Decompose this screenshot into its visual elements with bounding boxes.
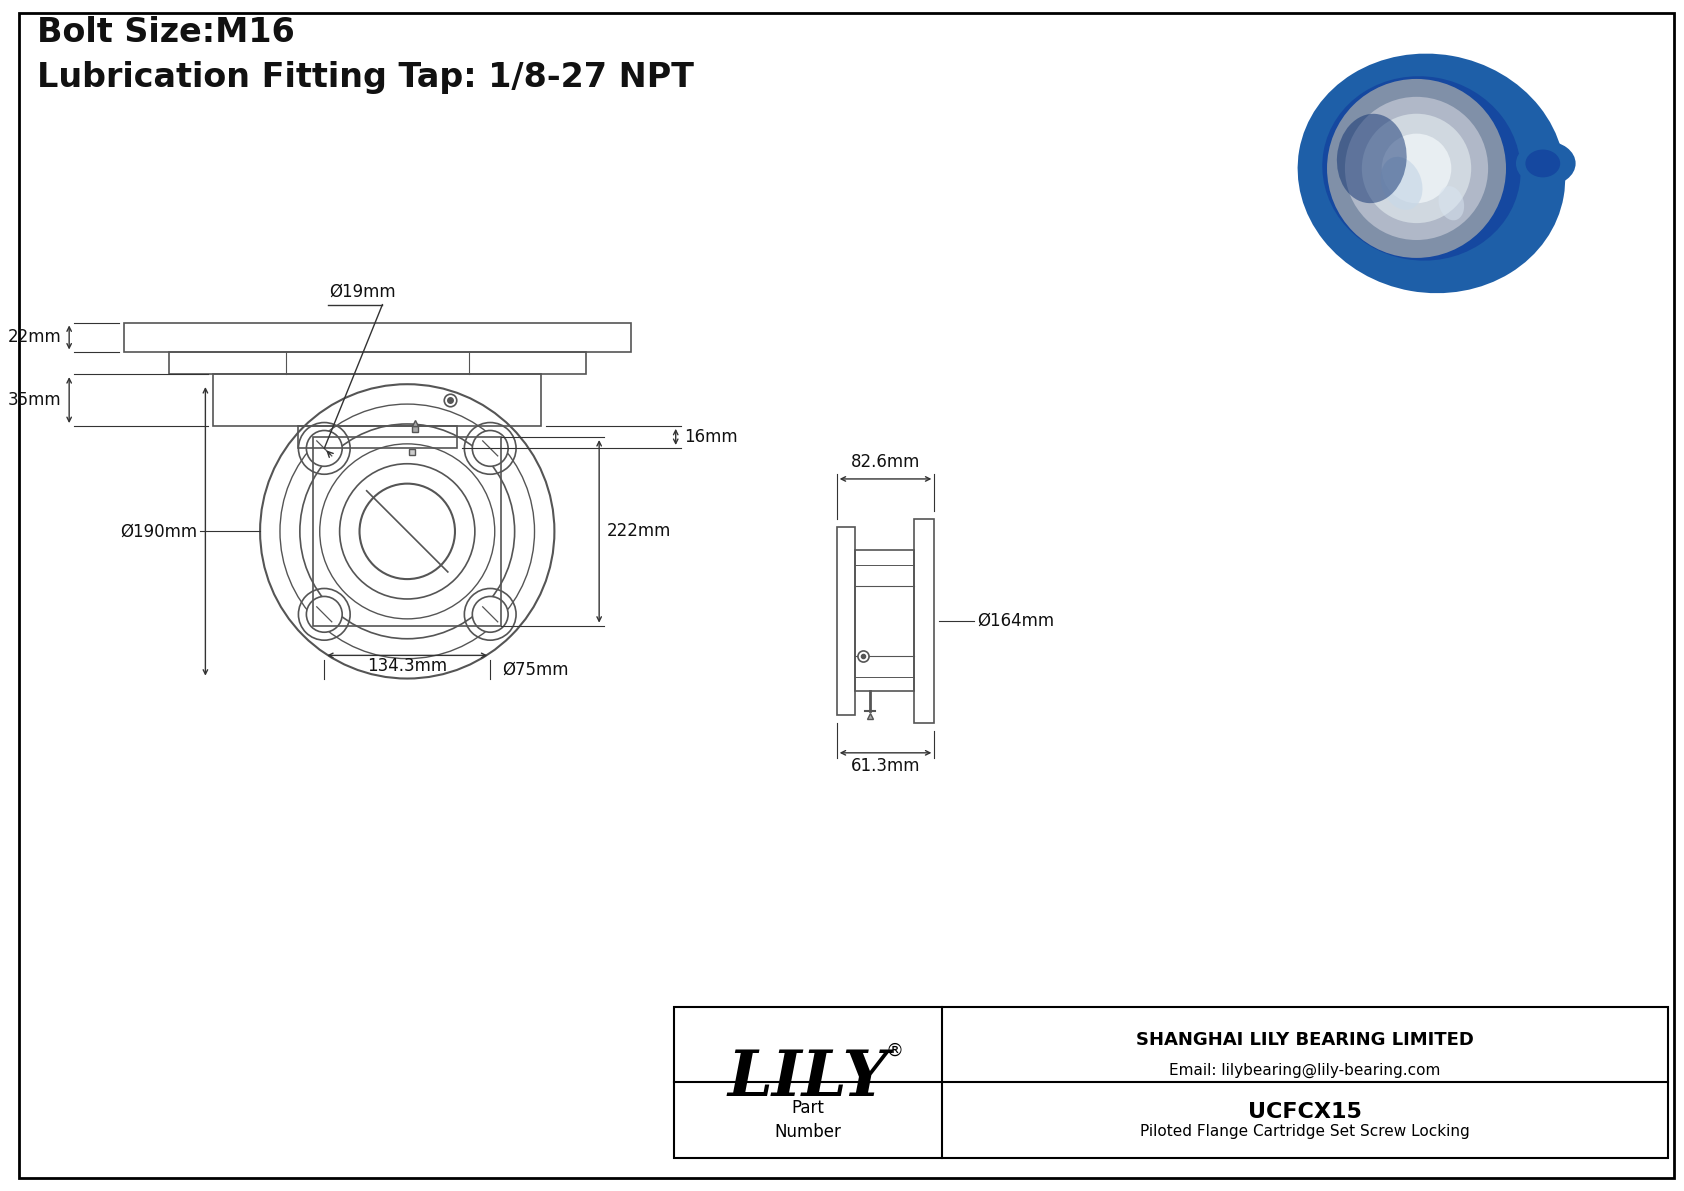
Ellipse shape	[1516, 141, 1576, 186]
Text: LILY: LILY	[727, 1048, 889, 1110]
Text: 222mm: 222mm	[608, 523, 672, 541]
Bar	[855, 550, 914, 692]
Bar	[914, 519, 935, 723]
Text: ®: ®	[886, 1041, 904, 1060]
Text: UCFCX15: UCFCX15	[1248, 1102, 1362, 1122]
Bar	[298, 426, 456, 448]
Text: 16mm: 16mm	[684, 428, 738, 445]
Bar	[837, 526, 855, 715]
Text: SHANGHAI LILY BEARING LIMITED: SHANGHAI LILY BEARING LIMITED	[1137, 1031, 1474, 1049]
Ellipse shape	[1337, 114, 1406, 204]
Bar	[168, 353, 586, 374]
Circle shape	[1327, 79, 1505, 258]
Text: 134.3mm: 134.3mm	[367, 657, 448, 675]
Circle shape	[306, 430, 342, 467]
Circle shape	[254, 379, 559, 684]
Text: Ø19mm: Ø19mm	[330, 282, 396, 300]
Circle shape	[306, 597, 342, 632]
Ellipse shape	[1322, 76, 1521, 261]
Text: Ø190mm: Ø190mm	[120, 523, 197, 541]
Bar	[214, 374, 542, 426]
Ellipse shape	[1381, 157, 1423, 210]
Bar	[125, 323, 632, 353]
Text: Lubrication Fitting Tap: 1/8-27 NPT: Lubrication Fitting Tap: 1/8-27 NPT	[37, 61, 694, 94]
Ellipse shape	[1298, 54, 1564, 293]
Bar	[313, 437, 502, 625]
Text: Part
Number: Part Number	[775, 1099, 842, 1141]
Text: 82.6mm: 82.6mm	[850, 453, 919, 470]
Text: 22mm: 22mm	[7, 329, 61, 347]
Circle shape	[1362, 113, 1472, 223]
Ellipse shape	[1438, 186, 1463, 220]
Circle shape	[472, 430, 509, 467]
Text: 61.3mm: 61.3mm	[850, 756, 919, 774]
Circle shape	[472, 597, 509, 632]
Ellipse shape	[1526, 150, 1559, 177]
Circle shape	[1346, 96, 1489, 241]
Circle shape	[1381, 133, 1452, 204]
Text: Ø164mm: Ø164mm	[977, 612, 1054, 630]
Text: 35mm: 35mm	[8, 391, 61, 410]
Text: Bolt Size:M16: Bolt Size:M16	[37, 17, 295, 49]
Text: Piloted Flange Cartridge Set Screw Locking: Piloted Flange Cartridge Set Screw Locki…	[1140, 1124, 1470, 1140]
Bar	[674, 1006, 1669, 1158]
Text: Email: lilybearing@lily-bearing.com: Email: lilybearing@lily-bearing.com	[1169, 1062, 1442, 1078]
Text: Ø75mm: Ø75mm	[502, 660, 569, 679]
